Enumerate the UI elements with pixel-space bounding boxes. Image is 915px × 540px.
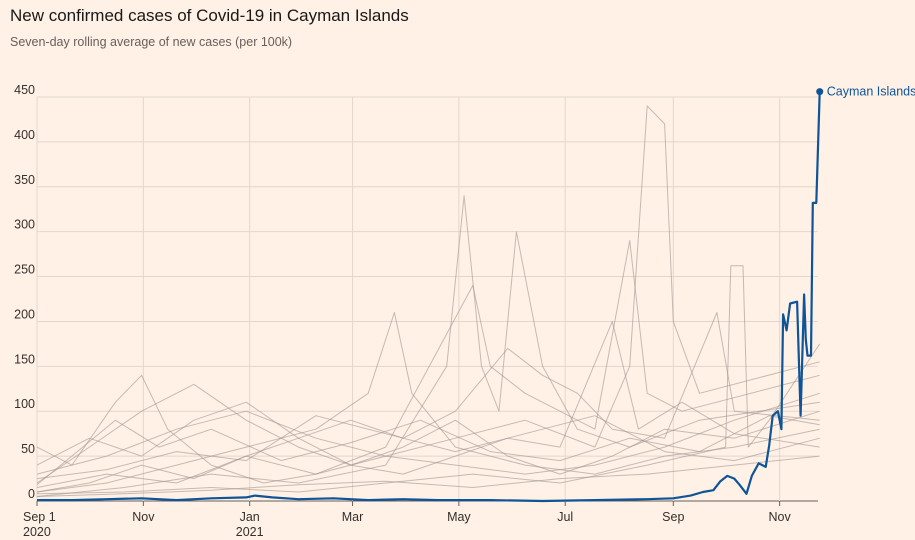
y-tick-label: 300 [14,218,35,232]
background-series-line [36,383,820,484]
y-tick-label: 350 [14,173,35,187]
x-tick-sublabel: 2021 [236,525,264,539]
x-tick-label: May [447,510,471,524]
y-tick-label: 200 [14,307,35,321]
cayman-islands-endpoint [816,88,824,96]
series-label: Cayman Islands [827,85,915,99]
background-series-line [36,240,820,488]
background-series-line [36,415,820,480]
cayman-islands-line [37,91,821,503]
background-series-line [36,265,821,495]
background-series-line [36,312,820,466]
background-series-line [36,320,820,493]
background-series-line [36,374,820,484]
y-tick-label: 50 [21,442,35,456]
x-tick-label: Nov [132,510,155,524]
background-series-line [36,195,820,497]
x-tick-label: Jan [240,510,260,524]
background-series-line [36,455,820,497]
x-tick-label: Sep [662,510,684,524]
x-tick-label: Jul [557,510,573,524]
x-tick-label: Nov [769,510,792,524]
y-tick-label: 450 [14,83,35,97]
y-tick-label: 400 [14,128,35,142]
background-series-line [36,415,820,486]
background-series-line [36,312,820,493]
x-tick-label: Sep 1 [23,510,56,524]
y-tick-label: 150 [14,352,35,366]
y-tick-label: 100 [14,397,35,411]
background-series-line [36,105,820,475]
chart-subtitle: Seven-day rolling average of new cases (… [10,35,293,49]
x-tick-label: Mar [342,510,364,524]
highlight-series-group: Cayman Islands [37,85,915,503]
y-tick-label: 0 [28,487,35,501]
y-tick-label: 250 [14,263,35,277]
x-tick-sublabel: 2020 [23,525,51,539]
grid [36,96,818,502]
chart-title: New confirmed cases of Covid-19 in Cayma… [10,6,409,25]
background-series-group [36,105,821,497]
